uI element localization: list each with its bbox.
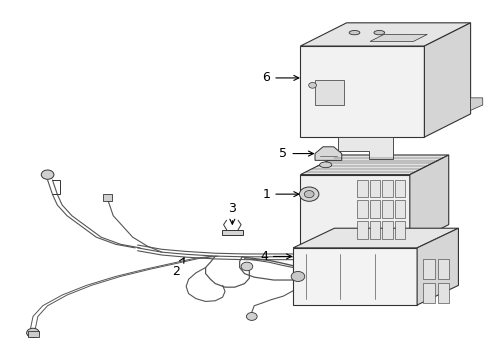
Circle shape (290, 271, 304, 282)
Circle shape (241, 262, 252, 271)
Text: 6: 6 (262, 71, 298, 85)
Bar (28, 331, 39, 337)
Bar (357, 221, 367, 239)
Bar (369, 180, 380, 197)
Circle shape (27, 328, 39, 338)
Text: 2: 2 (172, 258, 184, 278)
Polygon shape (300, 23, 469, 46)
Text: 3: 3 (228, 202, 236, 224)
Polygon shape (300, 46, 424, 137)
Text: 1: 1 (262, 188, 298, 201)
Bar (382, 201, 392, 218)
Polygon shape (409, 155, 448, 244)
Bar (103, 194, 112, 202)
Polygon shape (300, 175, 409, 244)
Bar (382, 221, 392, 239)
Bar (423, 283, 434, 303)
Bar (423, 259, 434, 279)
Bar (394, 221, 405, 239)
Ellipse shape (348, 31, 359, 35)
Bar (437, 259, 448, 279)
Polygon shape (292, 228, 458, 248)
Polygon shape (292, 248, 416, 305)
Polygon shape (337, 137, 393, 158)
Polygon shape (424, 23, 469, 137)
Circle shape (299, 187, 318, 201)
Circle shape (304, 190, 313, 198)
Circle shape (246, 312, 257, 320)
Bar (394, 180, 405, 197)
Ellipse shape (319, 162, 331, 168)
Bar (357, 180, 367, 197)
Polygon shape (416, 228, 458, 305)
Polygon shape (300, 155, 448, 175)
Polygon shape (469, 98, 482, 111)
Bar (314, 80, 344, 105)
Polygon shape (369, 35, 427, 41)
Ellipse shape (373, 31, 384, 35)
Bar (437, 283, 448, 303)
Circle shape (41, 170, 54, 179)
Bar (369, 201, 380, 218)
Bar (382, 180, 392, 197)
Circle shape (308, 82, 316, 88)
Bar (357, 201, 367, 218)
Text: 5: 5 (279, 147, 313, 160)
Text: 4: 4 (260, 250, 291, 263)
Bar (369, 221, 380, 239)
Bar (394, 201, 405, 218)
Polygon shape (221, 230, 243, 235)
Polygon shape (314, 147, 341, 160)
